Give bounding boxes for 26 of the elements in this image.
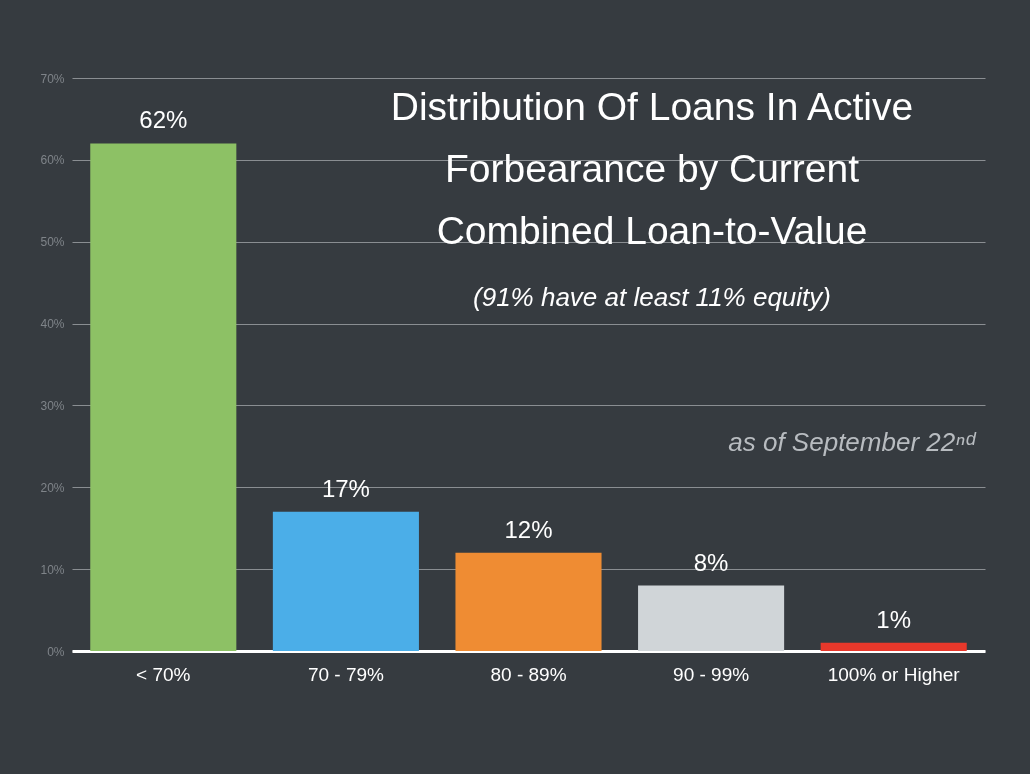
y-tick-label: 50% [40, 235, 65, 250]
data-label: 17% [321, 474, 370, 502]
y-tick-label: 30% [40, 398, 65, 413]
bar [90, 143, 237, 651]
x-tick-label: < 70% [136, 663, 191, 685]
data-label: 62% [139, 106, 188, 134]
data-label: 8% [693, 548, 729, 576]
data-label: 12% [504, 515, 553, 543]
annotation: as of September 22ⁿᵈ [728, 427, 977, 457]
y-tick-label: 70% [40, 71, 65, 86]
bar [272, 511, 419, 651]
x-tick-label: 80 - 89% [490, 663, 567, 685]
y-tick-label: 60% [40, 153, 65, 168]
y-tick-label: 10% [40, 562, 65, 577]
y-tick-label: 0% [47, 644, 65, 659]
text: (91% have at least 11% equity) [473, 282, 831, 312]
x-tick-label: 100% or Higher [827, 663, 961, 685]
bar [455, 552, 602, 651]
x-tick-label: 70 - 79% [307, 663, 385, 685]
x-tick-label: 90 - 99% [673, 663, 750, 685]
data-label: 1% [876, 605, 912, 633]
bar [638, 585, 785, 651]
y-tick-label: 20% [40, 480, 65, 495]
y-tick-label: 40% [40, 317, 65, 332]
text: Distribution Of Loans In Active Forbearance by Current Combined Loan-to-Value [390, 85, 914, 252]
bar [820, 642, 967, 651]
